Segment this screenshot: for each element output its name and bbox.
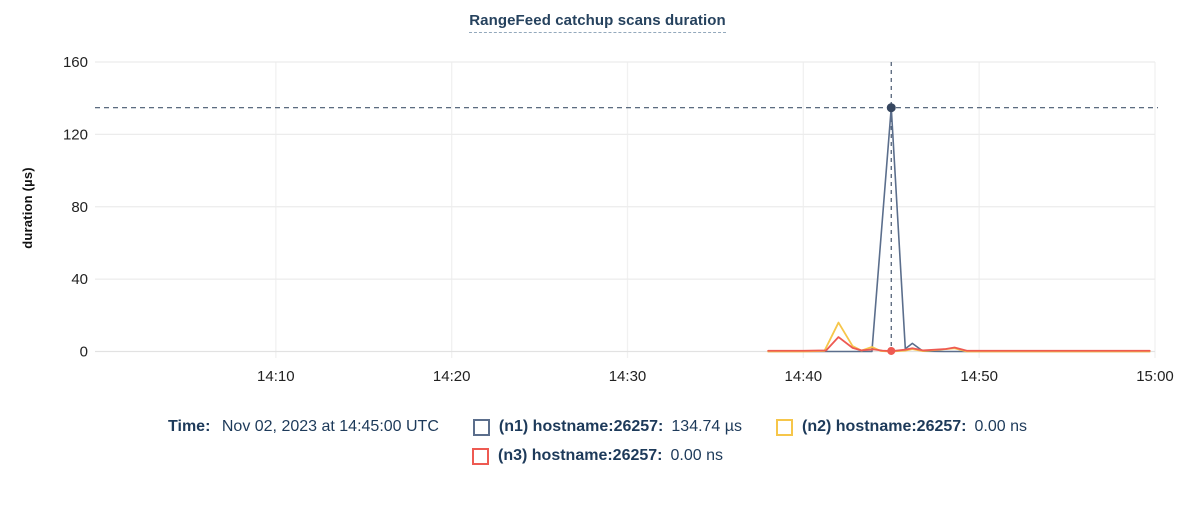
legend-row-1: Time: Nov 02, 2023 at 14:45:00 UTC (n1) … [168, 418, 1027, 436]
chart-title[interactable]: RangeFeed catchup scans duration [469, 12, 726, 33]
legend-swatch-n1 [472, 418, 490, 436]
y-tick-label: 40 [71, 271, 88, 288]
legend-label-n1: (n1) hostname:26257: [498, 418, 664, 435]
series-line-n2 [767, 321, 1151, 353]
timeseries-plot-area[interactable]: 14:10 14:20 14:30 14:40 14:50 15:00 0 40 80 120 16… [0, 0, 1195, 400]
legend-label-n3: (n3) hostname:26257: [498, 447, 663, 464]
legend-value-n2: 0.00 ns [974, 418, 1027, 435]
legend-swatch-n3 [472, 447, 489, 465]
y-tick-label: 80 [71, 199, 88, 216]
legend-item-n3: (n3) hostname:26257: 0.00 ns [472, 447, 723, 465]
legend-item-n1: (n1) hostname:26257: 134.74 µs [472, 418, 742, 436]
y-tick-label: 0 [80, 344, 88, 361]
time-value: Nov 02, 2023 at 14:45:00 UTC [221, 418, 439, 435]
chart-legend: Time: Nov 02, 2023 at 14:45:00 UTC (n1) … [0, 418, 1195, 465]
legend-label-n2: (n2) hostname:26257: [802, 418, 967, 435]
hover-dot-n3 [887, 346, 896, 355]
title-row: RangeFeed catchup scans duration [0, 12, 1195, 33]
y-tick-label: 160 [63, 54, 88, 71]
x-tick-label: 14:10 [257, 368, 295, 385]
time-label: Time: [168, 418, 211, 435]
legend-item-n2: (n2) hostname:26257: 0.00 ns [776, 418, 1027, 436]
hover-dot-n1 [886, 103, 896, 113]
x-tick-label: 14:40 [785, 368, 823, 385]
x-tick-label: 15:00 [1136, 368, 1174, 385]
x-tick-label: 14:50 [960, 368, 998, 385]
series-line-n3 [767, 336, 1151, 353]
legend-value-n1: 134.74 µs [671, 418, 742, 435]
y-tick-label: 120 [63, 126, 88, 143]
hover-time-readout: Time: Nov 02, 2023 at 14:45:00 UTC [168, 418, 439, 436]
series-line-n1 [767, 106, 1151, 353]
legend-swatch-n2 [776, 418, 793, 436]
x-tick-label: 14:20 [433, 368, 471, 385]
legend-row-2: (n3) hostname:26257: 0.00 ns [472, 447, 723, 465]
legend-value-n3: 0.00 ns [670, 447, 723, 464]
y-axis-label: duration (µs) [20, 167, 35, 249]
x-tick-label: 14:30 [609, 368, 647, 385]
